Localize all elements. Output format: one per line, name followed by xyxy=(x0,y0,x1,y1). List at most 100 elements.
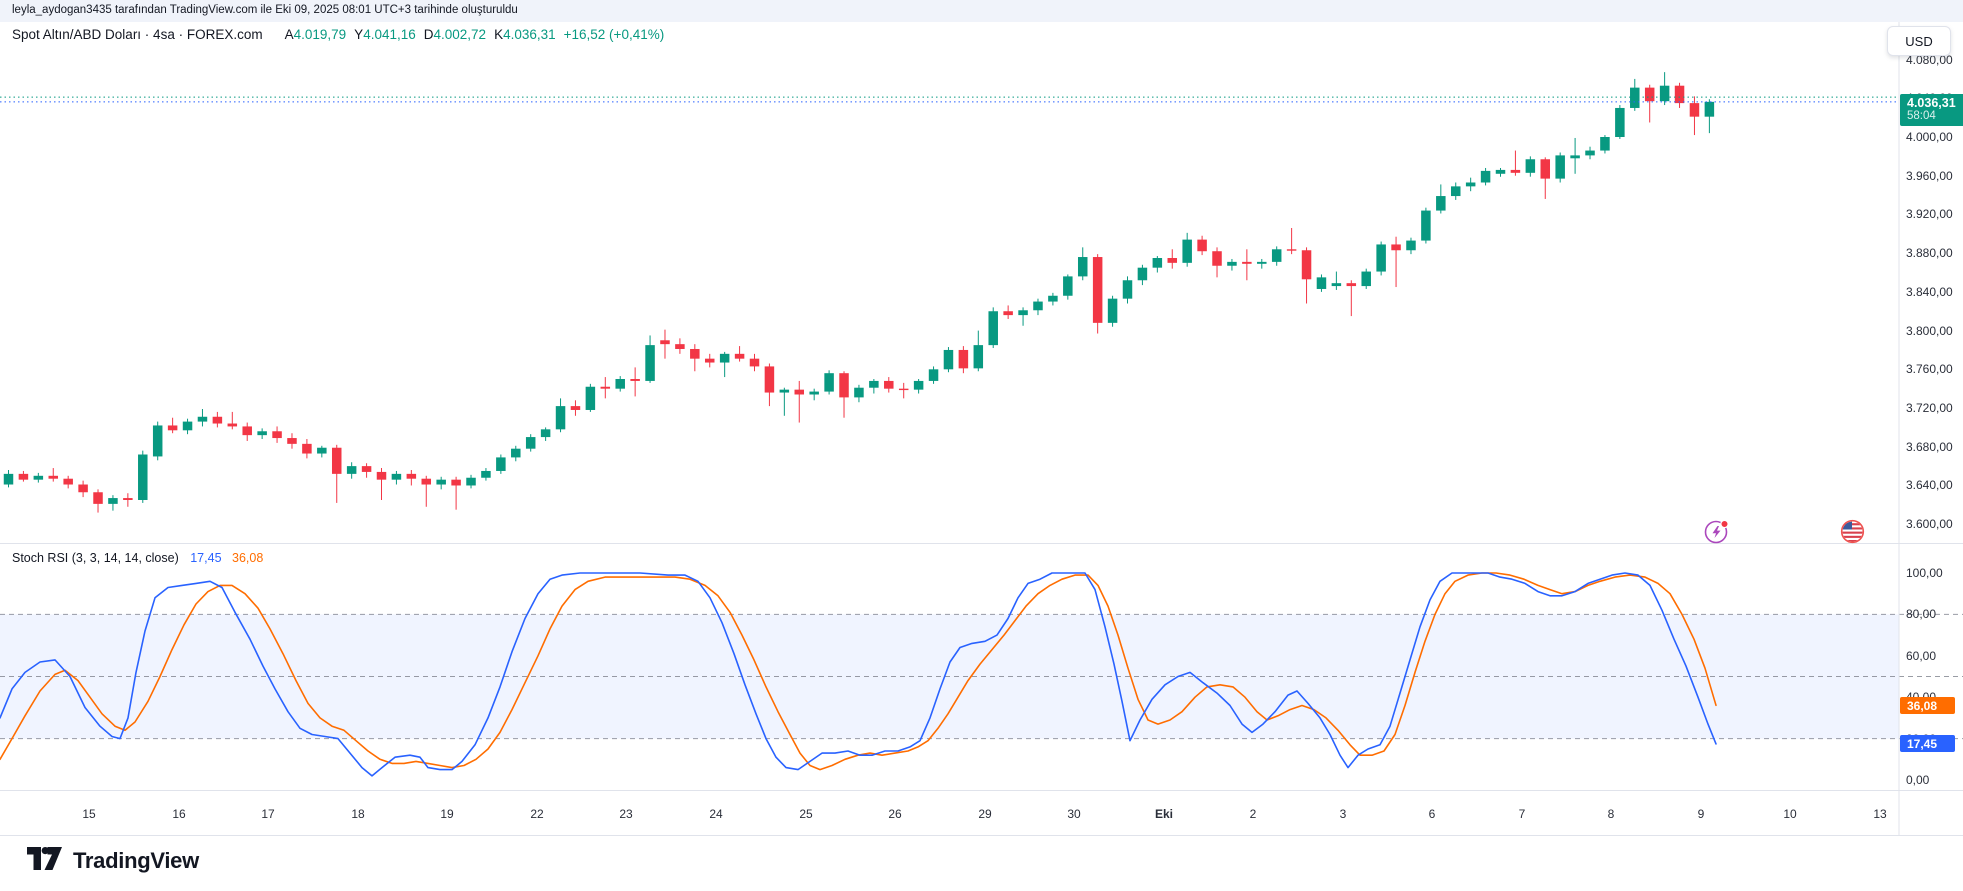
candle xyxy=(1585,146,1595,160)
stoch-k-value: 17,45 xyxy=(190,551,222,565)
candle xyxy=(675,338,685,354)
candle xyxy=(1033,298,1043,316)
time-scale[interactable]: 15 16 17 18 19 22 23 24 25 26 29 30 Eki 2 3 6 7 8 9 10 13 xyxy=(0,791,1899,835)
candle xyxy=(1301,247,1312,304)
stoch-k-badge: 17,45 xyxy=(1900,735,1955,752)
candle xyxy=(958,346,969,374)
close-value: 4.036,31 xyxy=(503,27,556,42)
candle xyxy=(138,450,148,503)
currency-label: USD xyxy=(1905,33,1933,49)
candle xyxy=(734,346,745,362)
candle xyxy=(690,344,700,372)
tradingview-logo[interactable]: TradingView xyxy=(26,845,199,877)
candle xyxy=(660,329,670,359)
price-scale[interactable]: 4.080,004.040,004.000,003.960,003.920,00… xyxy=(1899,22,1963,835)
candle xyxy=(570,400,581,416)
time-tick-label: 18 xyxy=(351,807,365,821)
candle xyxy=(361,463,372,478)
time-tick-label: 13 xyxy=(1873,807,1887,821)
candle xyxy=(779,387,790,416)
candle xyxy=(1227,258,1237,271)
price-tick-label: 3.960,00 xyxy=(1906,168,1953,183)
symbol-title: Spot Altın/ABD Doları · 4sa · FOREX.com xyxy=(12,27,263,42)
candle xyxy=(1107,295,1118,327)
time-tick-label: 15 xyxy=(82,807,96,821)
candle xyxy=(645,335,655,383)
price-tick-label: 3.640,00 xyxy=(1906,478,1953,493)
candle xyxy=(48,468,59,482)
candle xyxy=(1495,167,1506,177)
candle xyxy=(1167,249,1178,269)
candle xyxy=(78,480,88,498)
time-tick-label: 6 xyxy=(1428,807,1436,821)
time-tick-label: 8 xyxy=(1607,807,1615,821)
current-price-badge: 4.036,31 58:04 xyxy=(1900,94,1963,126)
stoch-d-badge: 36,08 xyxy=(1900,697,1955,714)
time-tick-label: 16 xyxy=(172,807,186,821)
candle xyxy=(749,353,760,372)
candle xyxy=(1242,249,1252,281)
candle xyxy=(436,476,446,490)
candle xyxy=(1331,271,1342,290)
candle xyxy=(1003,305,1013,319)
candle xyxy=(1257,258,1267,269)
candle xyxy=(1391,236,1401,288)
time-tick-label: 26 xyxy=(888,807,902,821)
low-value: 4.002,72 xyxy=(433,27,487,42)
candle xyxy=(1644,84,1655,123)
candle xyxy=(600,377,611,399)
ohlc-values: A4.019,79 Y4.041,16 D4.002,72 K4.036,31 +16,… xyxy=(277,27,665,42)
candle xyxy=(18,470,29,482)
time-tick-label: 23 xyxy=(619,807,633,821)
stoch-tick-label: 0,00 xyxy=(1906,773,1930,787)
candle xyxy=(421,475,432,507)
time-tick-label: 19 xyxy=(440,807,454,821)
candle xyxy=(1704,99,1715,134)
candle xyxy=(242,422,252,441)
candle xyxy=(525,434,536,452)
candle xyxy=(913,379,924,394)
candle xyxy=(1436,184,1446,214)
candle xyxy=(1197,235,1207,256)
currency-toggle-button[interactable]: USD xyxy=(1887,26,1951,56)
candle xyxy=(152,421,163,461)
stoch-tick-label: 60,00 xyxy=(1906,648,1937,663)
time-tick-label: 30 xyxy=(1067,807,1081,821)
candle xyxy=(317,445,327,458)
us-flag-icon[interactable] xyxy=(1839,518,1866,545)
candle xyxy=(1092,254,1103,334)
stoch-d-badge-value: 36,08 xyxy=(1907,698,1938,713)
candle xyxy=(1152,256,1163,273)
open-label: A xyxy=(284,27,294,42)
price-tick-label: 3.800,00 xyxy=(1906,323,1953,338)
lightning-icon[interactable] xyxy=(1703,518,1730,545)
candle xyxy=(1286,227,1297,255)
candle xyxy=(481,468,491,481)
candle xyxy=(496,454,506,474)
candle xyxy=(451,476,461,510)
time-tick-label: 22 xyxy=(530,807,544,821)
candle xyxy=(227,411,238,430)
candle xyxy=(1406,237,1416,255)
candle xyxy=(630,367,640,397)
candle xyxy=(809,388,819,401)
candle xyxy=(1570,137,1580,174)
candle xyxy=(1137,264,1148,286)
stoch-tick-label: 80,00 xyxy=(1906,607,1937,622)
candle xyxy=(1212,247,1222,278)
candle xyxy=(1540,157,1551,199)
candle xyxy=(1271,246,1282,266)
candle xyxy=(167,417,178,434)
price-tick-label: 4.000,00 xyxy=(1906,130,1953,144)
candle xyxy=(1018,307,1028,326)
candle xyxy=(973,330,984,372)
symbol-legend: Spot Altın/ABD Doları · 4sa · FOREX.com A… xyxy=(12,27,664,42)
candle xyxy=(1510,150,1521,176)
candle xyxy=(1063,274,1073,300)
candle xyxy=(212,411,223,428)
time-tick-label: 2 xyxy=(1249,807,1257,821)
candle xyxy=(3,469,14,488)
time-tick-label: Eki xyxy=(1154,807,1174,821)
